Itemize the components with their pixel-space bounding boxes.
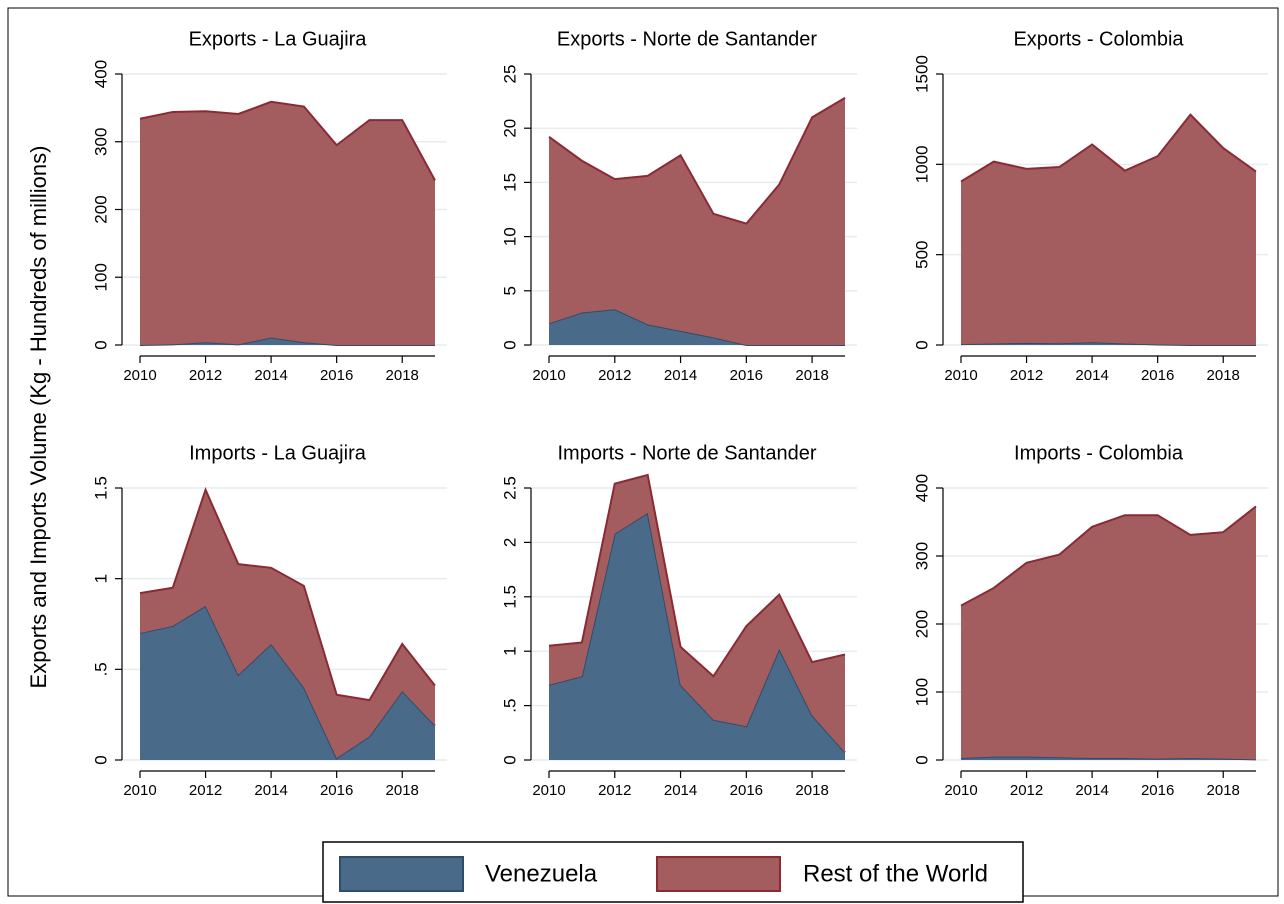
chart-title: Exports - Norte de Santander	[557, 28, 817, 50]
y-tick-label: 0	[912, 755, 931, 764]
area	[549, 474, 845, 753]
y-tick-label: 1500	[912, 55, 931, 93]
area	[140, 101, 435, 345]
y-tick-label: 200	[91, 195, 110, 223]
y-tick-label: 0	[500, 755, 519, 764]
x-tick-label: 2018	[1207, 367, 1240, 384]
y-tick-label: .5	[500, 699, 519, 713]
y-tick-label: .5	[91, 662, 110, 676]
x-tick-label: 2018	[386, 367, 419, 384]
x-tick-label: 2014	[1075, 367, 1108, 384]
area	[549, 513, 845, 760]
y-tick-label: 0	[912, 340, 931, 349]
area	[961, 506, 1256, 760]
y-tick-label: 300	[91, 128, 110, 156]
x-tick-label: 2016	[1141, 782, 1174, 799]
x-tick-label: 2010	[532, 782, 565, 799]
area-edge	[548, 473, 846, 678]
y-tick-label: 400	[912, 474, 931, 502]
x-tick-label: 2010	[123, 367, 156, 384]
x-tick-label: 2012	[1010, 367, 1043, 384]
y-tick-label: 0	[500, 340, 519, 349]
y-axis-label: Exports and Imports Volume (Kg - Hundred…	[26, 146, 51, 689]
y-tick-label: 1	[91, 574, 110, 583]
y-tick-label: 0	[91, 755, 110, 764]
y-tick-label: 300	[912, 542, 931, 570]
y-tick-label: 2.5	[500, 476, 519, 500]
x-tick-label: 2014	[664, 782, 697, 799]
y-tick-label: 15	[500, 173, 519, 192]
area-edge	[960, 113, 1257, 183]
x-tick-label: 2014	[664, 367, 697, 384]
y-tick-label: 5	[500, 286, 519, 295]
x-tick-label: 2018	[1207, 782, 1240, 799]
x-tick-label: 2010	[944, 782, 977, 799]
x-tick-label: 2014	[254, 367, 287, 384]
x-tick-label: 2012	[189, 367, 222, 384]
x-tick-label: 2010	[532, 367, 565, 384]
x-tick-label: 2010	[944, 367, 977, 384]
area	[140, 489, 435, 759]
area-edge	[139, 100, 436, 181]
x-tick-label: 2012	[598, 367, 631, 384]
x-tick-label: 2016	[320, 782, 353, 799]
area-edge	[548, 96, 846, 225]
x-tick-label: 2016	[320, 367, 353, 384]
legend-label: Rest of the World	[803, 860, 988, 887]
x-tick-label: 2018	[795, 367, 828, 384]
area	[140, 605, 435, 760]
y-tick-label: 0	[91, 340, 110, 349]
y-tick-label: 100	[91, 263, 110, 291]
x-tick-label: 2010	[123, 782, 156, 799]
y-tick-label: 400	[91, 60, 110, 88]
chart-title: Imports - Colombia	[1014, 442, 1184, 464]
x-tick-label: 2018	[795, 782, 828, 799]
y-tick-label: 1.5	[500, 585, 519, 609]
area-edge	[960, 505, 1257, 607]
legend-label: Venezuela	[485, 860, 598, 887]
y-tick-label: 200	[912, 610, 931, 638]
chart-title: Imports - La Guajira	[189, 442, 367, 464]
chart-title: Imports - Norte de Santander	[557, 442, 816, 464]
x-tick-label: 2016	[730, 782, 763, 799]
y-tick-label: 1	[500, 646, 519, 655]
area-edge	[139, 487, 436, 702]
y-tick-label: 2	[500, 538, 519, 547]
area	[549, 309, 845, 345]
x-tick-label: 2016	[1141, 367, 1174, 384]
y-tick-label: 1000	[912, 145, 931, 183]
x-tick-label: 2014	[254, 782, 287, 799]
y-tick-label: 1.5	[91, 476, 110, 500]
y-tick-label: 25	[500, 65, 519, 84]
chart-title: Exports - Colombia	[1013, 28, 1184, 50]
legend-swatch	[339, 856, 464, 892]
y-tick-label: 10	[500, 227, 519, 246]
chart-title: Exports - La Guajira	[189, 28, 368, 50]
x-tick-label: 2012	[189, 782, 222, 799]
area	[549, 97, 845, 346]
x-tick-label: 2014	[1075, 782, 1108, 799]
y-tick-label: 500	[912, 240, 931, 268]
area	[961, 114, 1256, 346]
x-tick-label: 2012	[598, 782, 631, 799]
x-tick-label: 2012	[1010, 782, 1043, 799]
y-tick-label: 100	[912, 678, 931, 706]
x-tick-label: 2016	[730, 367, 763, 384]
legend-swatch	[656, 856, 781, 892]
x-tick-label: 2018	[386, 782, 419, 799]
y-tick-label: 20	[500, 119, 519, 138]
